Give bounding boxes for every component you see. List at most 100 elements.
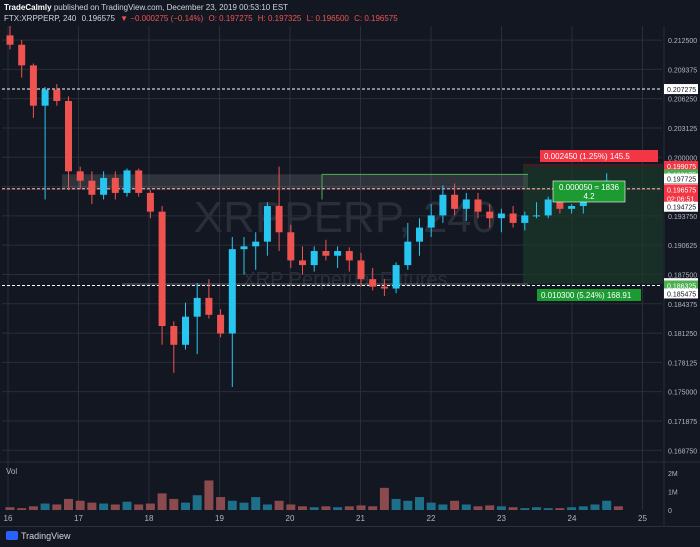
watermark-subtitle: XRP Perpetual Futures — [242, 269, 447, 291]
annotation-box-stop — [540, 150, 658, 162]
candle-body — [76, 171, 84, 181]
candle-body — [521, 215, 529, 223]
price-marker-box — [664, 280, 698, 291]
annotation-target-text: 0.000050 ≈ 1836 — [559, 183, 620, 192]
y-tick-label: 0.178125 — [668, 360, 697, 367]
candle-body — [100, 177, 108, 195]
volume-bar — [379, 487, 389, 510]
y-tick-label: 0.193750 — [668, 214, 697, 221]
y-tick-label: 0.187500 — [668, 272, 697, 279]
candle-body — [18, 44, 26, 66]
price-marker-box — [664, 201, 698, 212]
published-text: published on TradingView.com, December 2… — [53, 3, 289, 12]
volume-bar — [532, 507, 541, 510]
volume-bar — [28, 506, 38, 510]
volume-bar — [391, 498, 401, 510]
volume-tick-label: 2M — [668, 471, 678, 478]
volume-bar — [262, 504, 272, 510]
tradingview-logo[interactable]: TradingView — [6, 531, 71, 541]
y-tick-label: 0.203125 — [668, 126, 697, 133]
candle-body — [123, 170, 131, 193]
candle-body — [533, 215, 540, 217]
volume-bar — [192, 495, 202, 510]
candle-body — [345, 251, 353, 261]
candle-body — [275, 206, 283, 233]
candle-body — [287, 232, 295, 261]
price-marker-box — [664, 160, 698, 171]
low-value: L: 0.196500 — [306, 14, 349, 23]
volume-bar — [321, 506, 331, 510]
y-tick-label: 0.212500 — [668, 38, 697, 45]
tradingview-icon — [6, 531, 18, 540]
candle-body — [369, 279, 377, 287]
candle-body — [146, 192, 154, 212]
candle-body — [556, 199, 564, 209]
y-tick-label: 0.181250 — [668, 331, 697, 338]
support-zone — [122, 283, 528, 286]
candle-body — [6, 35, 14, 45]
volume-bar — [309, 507, 319, 510]
candle-body — [252, 241, 260, 247]
volume-bar — [450, 500, 460, 510]
x-tick-label: 18 — [145, 514, 154, 523]
candle-body — [439, 194, 447, 216]
volume-bar — [87, 502, 97, 510]
candle-body — [392, 265, 400, 289]
volume-bar — [368, 506, 378, 510]
volume-bar — [496, 506, 506, 510]
y-tick-label: 0.209375 — [668, 67, 697, 74]
x-tick-label: 17 — [74, 514, 83, 523]
candle-body — [41, 89, 49, 106]
x-tick-label: 24 — [568, 514, 577, 523]
volume-bar — [5, 507, 15, 510]
chart-header: TradeCalmly published on TradingView.com… — [4, 2, 401, 24]
price-marker-label: 0.194725 — [667, 205, 696, 212]
y-tick-label: 0.171875 — [668, 419, 697, 426]
price-marker-label: 0.197725 — [667, 177, 696, 184]
volume-bar — [333, 507, 343, 510]
candle-body — [29, 65, 37, 106]
candle-body — [497, 213, 505, 219]
x-tick-label: 21 — [356, 514, 365, 523]
candle-body — [544, 199, 552, 216]
volume-bar — [508, 507, 518, 510]
volume-bar — [461, 504, 471, 510]
resistance-zone — [62, 174, 528, 189]
close-value: C: 0.196575 — [354, 14, 398, 23]
annotation-stop-text: 0.002450 (1.25%) 145.5 — [544, 152, 630, 161]
volume-tick-label: 1M — [668, 490, 678, 497]
price-change: ▼ −0.000275 (−0.14%) — [120, 14, 204, 23]
volume-bar — [239, 502, 249, 510]
x-tick-label: 16 — [4, 514, 13, 523]
price-marker-label: 0.199075 — [667, 164, 696, 171]
volume-bar — [344, 506, 354, 510]
stop-zone — [523, 163, 663, 167]
volume-bar — [157, 493, 167, 510]
candle-body — [568, 206, 576, 209]
price-chart[interactable]: XRPPERP, 240 XRP Perpetual Futures Vol 2M 1M… — [0, 0, 700, 526]
volume-bar — [99, 503, 109, 510]
watermark-symbol: XRPPERP, 240 — [194, 193, 496, 242]
volume-label: Vol — [6, 467, 17, 476]
x-tick-label: 20 — [286, 514, 295, 523]
volume-bar — [602, 500, 612, 510]
volume-bar — [110, 504, 120, 510]
footer-bar: TradingView — [0, 526, 700, 547]
volume-bar — [438, 504, 448, 510]
candle-body — [135, 170, 143, 193]
candle-body — [193, 297, 201, 317]
volume-bar — [75, 500, 85, 510]
author-name[interactable]: TradeCalmly — [4, 3, 52, 12]
volume-bar — [17, 508, 27, 510]
last-price: 0.196575 — [81, 14, 115, 23]
ohlc-line: FTX:XRPPERP, 240 0.196575 ▼ −0.000275 (−… — [4, 13, 401, 24]
tradingview-logo-text: TradingView — [21, 531, 71, 541]
price-marker-label: 0.186325 — [667, 283, 696, 290]
volume-bar — [40, 503, 50, 510]
symbol-label[interactable]: FTX:XRPPERP, 240 — [4, 14, 77, 23]
y-tick-label: 0.184375 — [668, 302, 697, 309]
volume-bar — [485, 505, 495, 510]
high-value: H: 0.197325 — [257, 14, 302, 23]
candle-body — [404, 241, 412, 266]
